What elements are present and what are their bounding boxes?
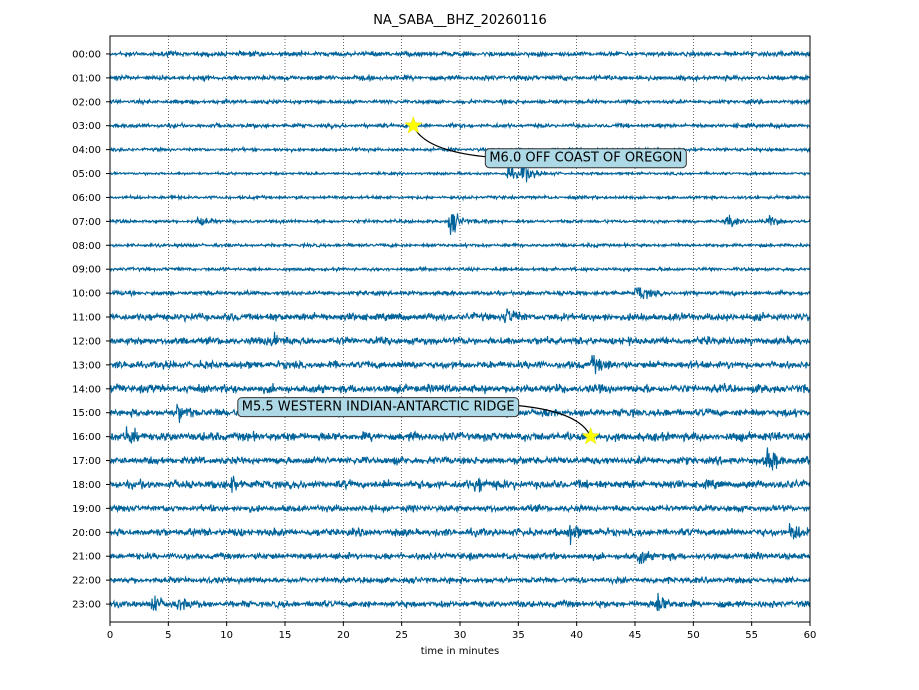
x-tick-label: 10: [220, 630, 233, 641]
x-axis-ticks: 0 5 10 15 20 25 30 35 40 45 50 55 60: [107, 622, 817, 641]
x-tick-label: 5: [165, 630, 171, 641]
x-tick-label: 50: [687, 630, 700, 641]
event-star-marker: [581, 426, 600, 445]
y-tick-label: 03:00: [72, 121, 101, 132]
trace-2200: [109, 575, 811, 586]
y-tick-label: 14:00: [72, 384, 101, 395]
trace-1400: [109, 382, 811, 395]
y-tick-label: 04:00: [72, 145, 101, 156]
x-tick-label: 55: [745, 630, 758, 641]
x-tick-label: 30: [454, 630, 467, 641]
trace-layer: [109, 49, 811, 612]
y-tick-label: 02:00: [72, 97, 101, 108]
y-tick-label: 23:00: [72, 600, 101, 611]
y-tick-label: 18:00: [72, 480, 101, 491]
y-tick-label: 09:00: [72, 265, 101, 276]
y-tick-label: 15:00: [72, 408, 101, 419]
trace-2300: [109, 592, 811, 612]
trace-1900: [109, 503, 811, 514]
x-tick-label: 60: [804, 630, 817, 641]
y-tick-label: 20:00: [72, 528, 101, 539]
x-tick-label: 25: [395, 630, 408, 641]
x-tick-label: 40: [570, 630, 583, 641]
trace-0400: [109, 145, 811, 154]
x-tick-label: 20: [337, 630, 350, 641]
trace-1600: [109, 426, 811, 445]
event-connector: [412, 125, 486, 158]
trace-1800: [109, 475, 811, 493]
x-tick-label: 15: [279, 630, 292, 641]
y-tick-label: 07:00: [72, 217, 101, 228]
trace-0800: [109, 241, 811, 249]
trace-0700: [109, 213, 811, 235]
trace-0100: [109, 73, 811, 83]
event-annotations: M6.0 OFF COAST OF OREGON M5.5 WESTERN IND…: [237, 115, 687, 445]
event-label-box: [484, 148, 687, 169]
chart-title: NA_SABA__BHZ_20260116: [373, 13, 547, 28]
event-connector: [518, 405, 592, 437]
trace-0900: [109, 265, 811, 273]
event-annotation: M6.0 OFF COAST OF OREGON: [404, 115, 687, 169]
trace-1100: [109, 308, 811, 324]
y-tick-label: 08:00: [72, 241, 101, 252]
event-label: M6.0 OFF COAST OF OREGON: [489, 151, 682, 166]
y-tick-label: 06:00: [72, 193, 101, 204]
trace-2000: [109, 523, 811, 546]
trace-0200: [109, 97, 811, 107]
trace-0500: [109, 162, 811, 183]
y-tick-label: 22:00: [72, 576, 101, 587]
x-axis-label: time in minutes: [421, 646, 500, 657]
trace-0000: [109, 49, 811, 59]
event-annotation: M5.5 WESTERN INDIAN-ANTARCTIC RIDGE: [237, 397, 600, 445]
trace-1200: [109, 331, 811, 347]
y-tick-label: 13:00: [72, 360, 101, 371]
y-tick-label: 21:00: [72, 552, 101, 563]
x-tick-label: 0: [107, 630, 113, 641]
y-tick-label: 01:00: [72, 73, 101, 84]
x-tick-label: 35: [512, 630, 525, 641]
trace-1000: [109, 287, 811, 300]
y-tick-label: 11:00: [72, 313, 101, 324]
trace-2100: [109, 551, 811, 565]
y-tick-label: 17:00: [72, 456, 101, 467]
y-tick-label: 16:00: [72, 432, 101, 443]
event-star-marker: [404, 115, 423, 134]
trace-1700: [109, 447, 811, 471]
y-tick-label: 00:00: [72, 49, 101, 60]
y-tick-label: 19:00: [72, 504, 101, 515]
x-tick-label: 45: [629, 630, 642, 641]
trace-1300: [109, 354, 811, 375]
event-label-box: [237, 397, 520, 418]
trace-0600: [109, 193, 811, 202]
event-label: M5.5 WESTERN INDIAN-ANTARCTIC RIDGE: [242, 400, 515, 415]
y-tick-label: 12:00: [72, 336, 101, 347]
y-tick-label: 10:00: [72, 289, 101, 300]
y-tick-label: 05:00: [72, 169, 101, 180]
trace-0300: [109, 121, 811, 131]
y-axis-ticks: 00:00 01:00 02:00 03:00 04:00 05:00 06:00 07:00…: [72, 49, 110, 611]
